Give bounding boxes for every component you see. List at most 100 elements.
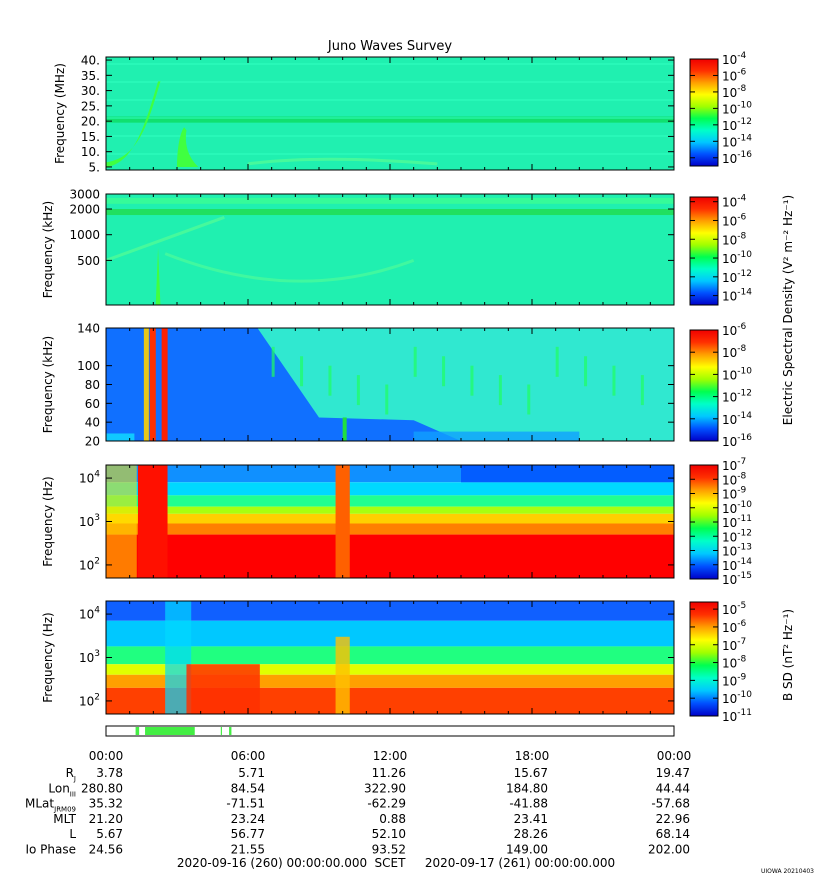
time-tick-label: 18:00 [515, 749, 550, 763]
ephemeris-value: 0.88 [379, 812, 406, 826]
ephemeris-value: 21.55 [231, 843, 265, 857]
y-tick-label: 10. [81, 145, 100, 159]
ephemeris-value: 5.67 [96, 827, 123, 841]
y-tick-label: 3000 [69, 188, 100, 202]
ephemeris-value: -71.51 [226, 797, 265, 811]
y-tick-label: 15. [81, 130, 100, 144]
colorbar-tick-label: 10-10 [722, 250, 752, 266]
ephemeris-value: 56.77 [231, 827, 265, 841]
y-axis-label: Frequency (MHz) [53, 63, 67, 164]
y-tick-label: 102 [79, 556, 100, 572]
time-tick-label: 00:00 [89, 749, 124, 763]
ephemeris-value: 52.10 [372, 827, 406, 841]
y-tick-label: 25. [81, 99, 100, 113]
mode-bar-segment [135, 727, 140, 735]
colorbar-tick-label: 10-11 [722, 708, 752, 724]
y-tick-label: 2000 [69, 203, 100, 217]
y-tick-label: 20 [85, 435, 100, 449]
colorbar-tick-label: 10-9 [722, 672, 747, 688]
colorbar-tick-label: 10-8 [722, 655, 747, 671]
ephemeris-value: 149.00 [506, 843, 548, 857]
colorbar-tick-label: 10-10 [722, 100, 752, 116]
y-axis-label: Frequency (Hz) [41, 612, 55, 703]
y-axis-label: Frequency (kHz) [41, 201, 55, 298]
colorbar-tick-label: 10-8 [722, 344, 747, 360]
spectrogram-image [106, 328, 674, 441]
mode-bar-segment [229, 727, 232, 735]
ephemeris-value: 22.96 [656, 812, 690, 826]
panel-hfr-high: 5.10.15.20. 25.30.35.40. Frequency (MHz) 10… [53, 51, 752, 174]
y-tick-label: 80 [85, 378, 100, 392]
ephemeris-value: 44.44 [656, 781, 690, 795]
panel-lfr-high: 20 40 60 80 100 140 Frequency (kHz) 10-6 10-8 10-… [41, 322, 752, 450]
colorbar-tick-label: 10-16 [722, 433, 752, 449]
spectrogram-image [106, 194, 674, 305]
y-tick-label: 103 [79, 649, 100, 665]
ephemeris-value: 24.56 [89, 843, 123, 857]
mode-bar-frame [105, 725, 675, 737]
ephemeris-label: L [69, 827, 76, 841]
ephemeris-value: 19.47 [656, 766, 690, 780]
ephemeris-value: 11.26 [372, 766, 406, 780]
y-tick-label: 500 [77, 254, 100, 268]
colorbar [689, 601, 719, 717]
y-tick-label: 100 [77, 359, 100, 373]
colorbar [689, 58, 719, 167]
colorbar-tick-label: 10-10 [722, 366, 752, 382]
spectrogram-image [106, 601, 674, 714]
colorbar-tick-label: 10-10 [722, 690, 752, 706]
y-tick-label: 40. [81, 54, 100, 68]
colorbar-tick-label: 10-6 [722, 212, 747, 228]
ephemeris-label: LonIII [48, 781, 76, 798]
colorbar-tick-label: 10-12 [722, 389, 752, 405]
y-tick-label: 102 [79, 692, 100, 708]
mode-bar-segment [145, 727, 195, 735]
ephemeris-value: -62.29 [367, 797, 406, 811]
colorbar-tick-label: 10-4 [722, 51, 747, 67]
footer-start-time: 2020-09-16 (260) 00:00:00.000 [177, 856, 367, 870]
ephemeris-value: 84.54 [231, 781, 265, 795]
ephemeris-value: -41.88 [509, 797, 548, 811]
time-tick-label: 12:00 [373, 749, 408, 763]
ephemeris-value: 68.14 [656, 827, 690, 841]
colorbar-tick-label: 10-12 [722, 117, 752, 133]
time-tick-label: 00:00 [657, 749, 692, 763]
mode-bar-segment [220, 727, 222, 735]
time-axis: 00:00 06:00 12:00 18:00 00:00 [89, 749, 692, 763]
colorbar-tick-label: 10-14 [722, 411, 752, 427]
y-tick-label: 60 [85, 397, 100, 411]
y-tick-label: 35. [81, 69, 100, 83]
ephemeris-label: MLT [53, 812, 76, 826]
ephemeris-value: 5.71 [238, 766, 265, 780]
y-tick-label: 40 [85, 416, 100, 430]
colorbar-tick-label: 10-14 [722, 288, 752, 304]
ephemeris-value: 322.90 [364, 781, 406, 795]
colorbar-tick-label: 10-7 [722, 637, 746, 653]
colorbar-tick-label: 10-6 [722, 619, 747, 635]
colorbar-tick-label: 10-8 [722, 231, 747, 247]
colorbar-tick-label: 10-6 [722, 67, 747, 83]
time-tick-label: 06:00 [231, 749, 266, 763]
spectrogram-image [106, 465, 674, 578]
y-tick-label: 1000 [69, 228, 100, 242]
ephemeris-value: 202.00 [648, 843, 690, 857]
mode-bar [105, 725, 675, 737]
ephemeris-value: 21.20 [89, 812, 123, 826]
ephemeris-value: 28.26 [514, 827, 548, 841]
figure-title: Juno Waves Survey [327, 39, 453, 54]
ephemeris-value: 23.41 [514, 812, 548, 826]
y-tick-label: 30. [81, 84, 100, 98]
colorbar [689, 196, 719, 306]
colorbar-tick-label: 10-6 [722, 322, 747, 338]
ephemeris-table: RJ 3.78 5.71 11.26 15.67 19.47 LonIII 280.80 84.… [25, 766, 690, 857]
y-axis-label: Frequency (kHz) [41, 336, 55, 433]
y-tick-label: 104 [79, 606, 100, 622]
footer-end-time: 2020-09-17 (261) 00:00:00.000 [425, 856, 615, 870]
ephemeris-value: 15.67 [514, 766, 548, 780]
colorbar-tick-label: 10-15 [722, 571, 752, 587]
ephemeris-label: RJ [66, 766, 76, 783]
